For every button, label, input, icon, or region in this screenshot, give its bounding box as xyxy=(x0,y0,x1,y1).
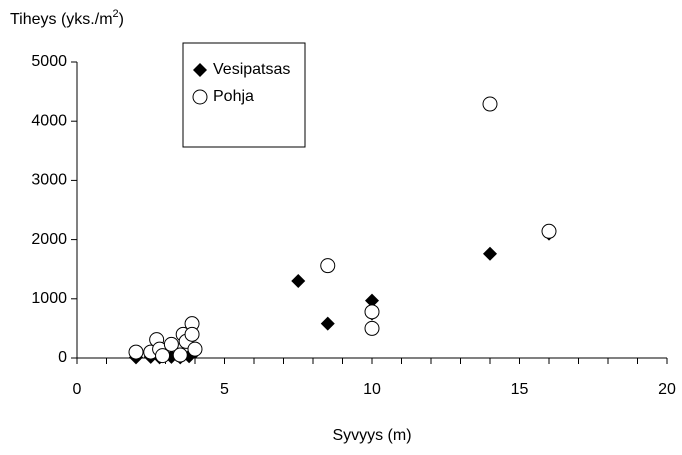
circle-marker xyxy=(187,341,203,357)
y-tick-label: 4000 xyxy=(31,112,67,129)
y-axis-label: Tiheys (yks./m2) xyxy=(10,8,124,28)
y-tick-label: 2000 xyxy=(31,231,67,248)
circle-marker xyxy=(192,89,208,105)
diamond-marker xyxy=(483,246,497,261)
x-tick-label: 15 xyxy=(511,381,529,398)
diamond-marker xyxy=(365,293,379,308)
x-axis-label: Syvyys (m) xyxy=(332,427,411,444)
circle-marker xyxy=(155,348,171,364)
x-tick-label: 10 xyxy=(363,381,381,398)
x-tick-label: 20 xyxy=(658,381,676,398)
circle-marker xyxy=(128,344,144,360)
circle-marker xyxy=(364,304,380,320)
diamond-marker xyxy=(291,274,306,289)
diamond-marker xyxy=(193,63,207,77)
circle-marker xyxy=(482,96,498,112)
y-tick-label: 5000 xyxy=(31,53,67,70)
circle-marker xyxy=(163,336,179,352)
y-tick-label: 0 xyxy=(58,349,67,366)
circle-marker xyxy=(364,320,380,336)
x-tick-label: 5 xyxy=(220,381,229,398)
circle-marker xyxy=(320,258,336,274)
x-tick-label: 0 xyxy=(73,381,82,398)
legend-label: Pohja xyxy=(213,88,254,105)
y-tick-label: 1000 xyxy=(31,290,67,307)
y-tick-label: 3000 xyxy=(31,172,67,189)
legend-label: Vesipatsas xyxy=(213,61,290,78)
circle-marker xyxy=(541,223,557,239)
circle-marker xyxy=(172,347,188,363)
circle-marker xyxy=(184,326,200,342)
diamond-marker xyxy=(320,316,335,331)
